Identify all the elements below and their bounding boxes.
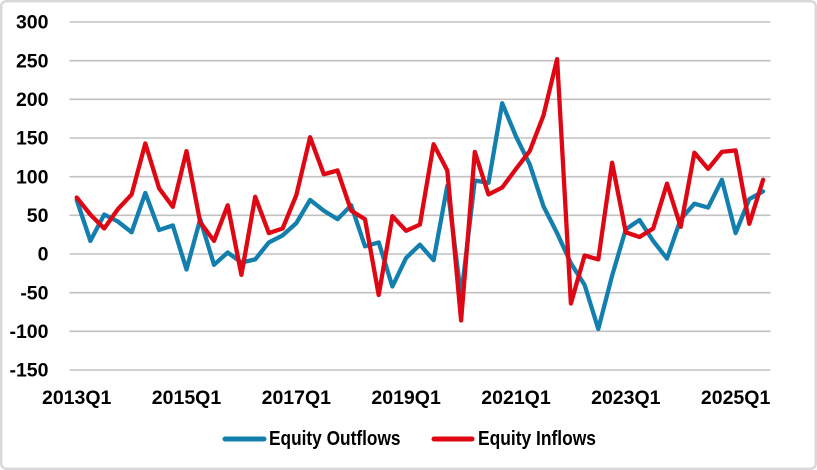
svg-text:2013Q1: 2013Q1: [42, 387, 112, 409]
svg-text:300: 300: [16, 12, 49, 34]
svg-text:2017Q1: 2017Q1: [262, 387, 332, 409]
svg-text:250: 250: [16, 50, 49, 72]
svg-text:Equity Outflows: Equity Outflows: [269, 427, 401, 450]
svg-text:100: 100: [16, 166, 49, 188]
svg-text:-100: -100: [9, 321, 48, 343]
svg-text:-50: -50: [20, 282, 48, 304]
svg-text:50: 50: [27, 205, 49, 227]
svg-text:Equity Inflows: Equity Inflows: [478, 427, 596, 450]
svg-text:150: 150: [16, 128, 49, 150]
svg-text:-150: -150: [9, 360, 48, 382]
svg-text:2015Q1: 2015Q1: [152, 387, 222, 409]
svg-text:2025Q1: 2025Q1: [701, 387, 771, 409]
svg-text:0: 0: [38, 244, 49, 266]
svg-text:2019Q1: 2019Q1: [371, 387, 441, 409]
svg-text:200: 200: [16, 89, 49, 111]
svg-text:2023Q1: 2023Q1: [591, 387, 661, 409]
svg-text:2021Q1: 2021Q1: [481, 387, 551, 409]
